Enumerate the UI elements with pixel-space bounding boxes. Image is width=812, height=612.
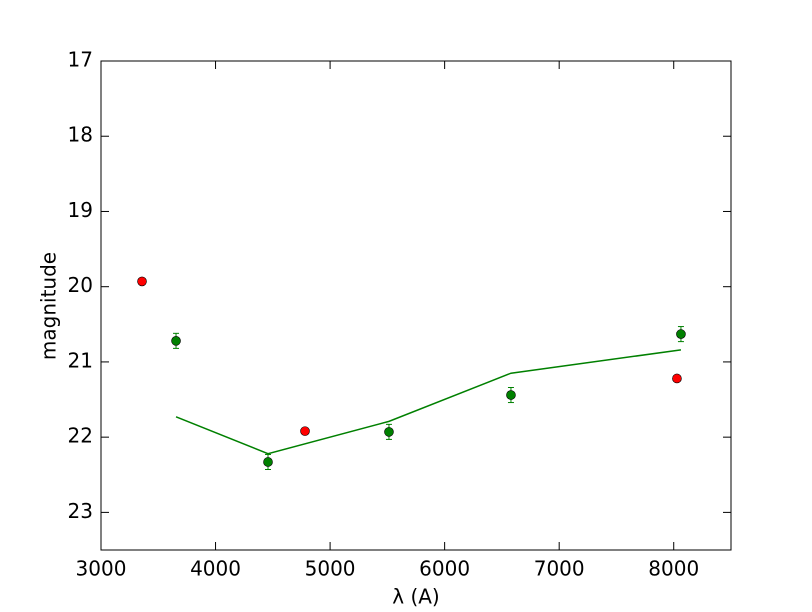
marker: [263, 457, 273, 467]
x-tick-label: 5000: [305, 557, 356, 581]
y-tick-label: 21: [68, 348, 93, 372]
y-tick-label: 23: [68, 499, 93, 523]
y-tick-label: 22: [68, 424, 93, 448]
x-axis-label: λ (A): [392, 585, 439, 609]
x-tick-label: 3000: [76, 557, 127, 581]
marker: [171, 336, 181, 346]
x-tick-label: 6000: [419, 557, 470, 581]
y-tick-label: 20: [68, 273, 93, 297]
x-tick-label: 4000: [190, 557, 241, 581]
marker: [506, 390, 516, 400]
x-tick-label: 8000: [648, 557, 699, 581]
marker: [384, 427, 394, 437]
line: [175, 349, 682, 455]
x-tick-label: 7000: [534, 557, 585, 581]
plot-frame: [100, 60, 732, 551]
y-tick-label: 17: [68, 48, 93, 72]
y-axis-label: magnitude: [37, 252, 61, 360]
marker: [300, 426, 310, 436]
marker: [672, 373, 682, 384]
y-tick-label: 18: [68, 123, 93, 147]
y-tick-label: 19: [68, 198, 93, 222]
marker: [676, 329, 686, 339]
marker: [137, 276, 147, 287]
